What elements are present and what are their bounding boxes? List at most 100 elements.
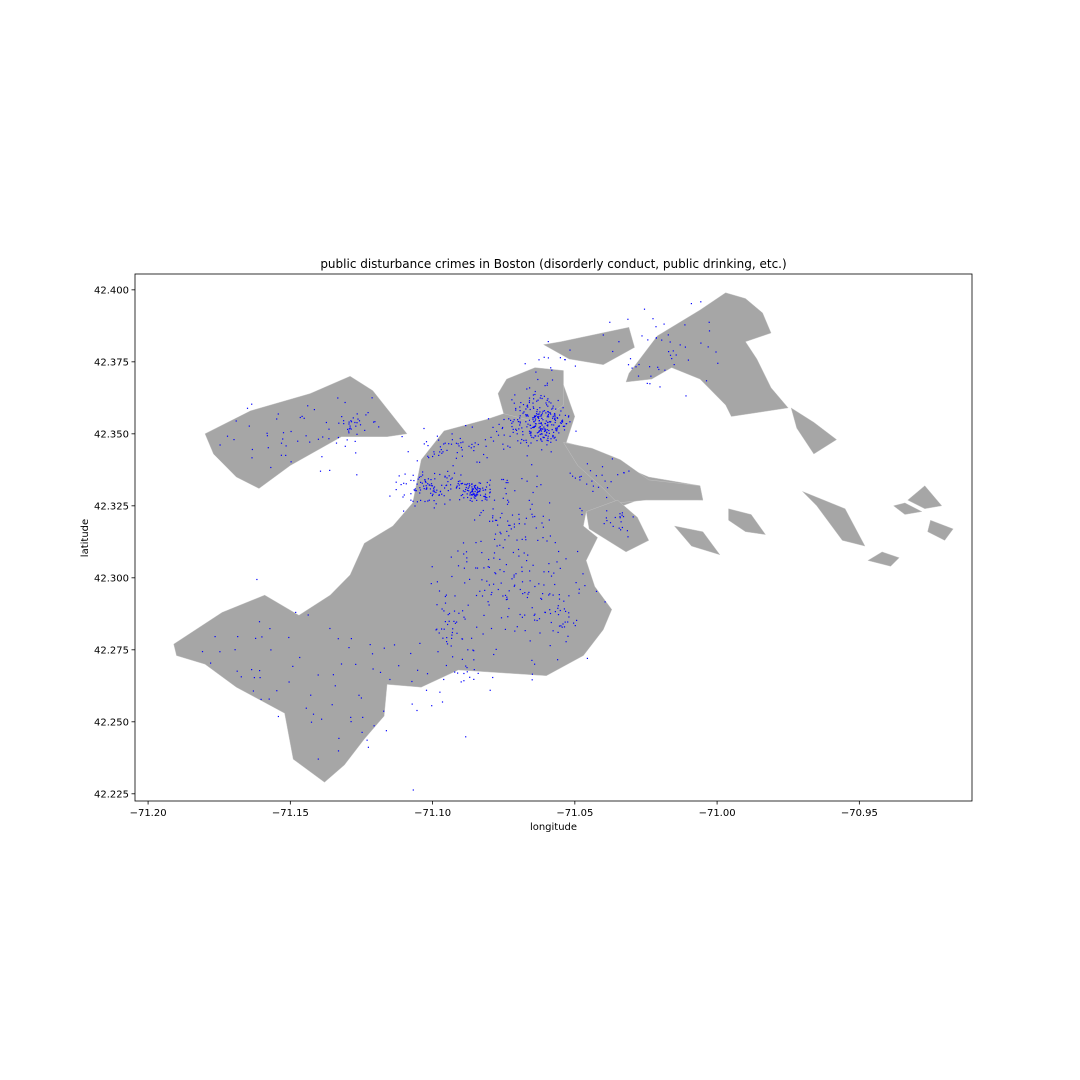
crime-point [465,551,468,553]
crime-point [338,737,340,739]
crime-point [251,403,253,405]
crime-point [349,427,351,429]
crime-point [419,642,421,644]
crime-point [442,637,444,639]
crime-point [431,495,433,497]
crime-point [517,419,519,421]
crime-point [490,594,492,596]
crime-point [310,694,312,696]
crime-point [347,428,349,430]
crime-point [532,564,534,566]
crime-point [474,519,476,521]
crime-point [533,426,535,429]
crime-point [428,484,430,486]
crime-point [303,417,305,419]
crime-point [555,427,557,429]
crime-point [436,604,438,606]
crime-point [507,445,509,447]
crime-point [210,662,212,664]
crime-point [354,421,356,424]
crime-point [542,419,544,421]
crime-point [201,651,204,653]
crime-point [525,415,527,417]
crime-point [531,607,533,609]
crime-point [522,431,524,433]
crime-point [500,533,502,535]
crime-point [617,474,619,476]
neighborhood-polygon [790,407,837,455]
crime-point [356,433,358,435]
crime-point [550,438,552,440]
crime-point [301,415,303,417]
crime-point [528,591,530,593]
neighborhood-polygon [673,525,721,556]
crime-point [463,553,465,555]
crime-point [533,614,535,616]
crime-point [424,500,426,503]
crime-point [444,442,446,444]
crime-point [404,473,406,475]
crime-point [235,420,237,422]
crime-point [463,497,465,499]
crime-point [520,442,522,444]
crime-point [461,449,463,451]
crime-point [549,609,551,611]
neighborhood-polygon [802,491,866,547]
crime-point [367,412,369,414]
crime-point [537,413,539,415]
crime-point [518,555,520,557]
crime-point [557,631,559,633]
crime-point [479,488,482,490]
crime-point [468,483,470,485]
crime-point [430,583,432,585]
crime-point [459,480,461,482]
chart-title: public disturbance crimes in Boston (dis… [320,257,786,271]
crime-point [493,552,496,554]
crime-point [401,436,403,438]
crime-point [529,508,531,510]
crime-point [448,612,451,615]
crime-point [489,479,491,481]
crime-point [260,698,262,700]
crime-point [468,490,470,492]
crime-point [527,593,529,595]
crime-point [554,418,556,420]
crime-point [358,694,360,696]
crime-point [233,439,235,441]
crime-point [528,430,531,432]
crime-point [493,653,495,656]
crime-point [477,494,479,496]
crime-point [484,589,486,591]
crime-point [340,663,343,665]
crime-point [280,442,283,444]
crime-point [462,490,464,492]
crime-point [605,517,607,519]
crime-point [503,418,505,421]
crime-point [511,578,513,580]
crime-point [469,499,471,501]
crime-point [395,489,397,491]
crime-point [435,503,437,505]
crime-point [550,451,552,453]
crime-point [652,318,654,320]
crime-point [433,487,435,489]
crime-point [269,628,271,630]
crime-point [564,359,566,361]
crime-point [350,638,352,640]
crime-point [544,429,546,431]
crime-point [521,538,523,540]
crime-point [506,596,508,598]
crime-point [515,409,517,411]
crime-point [546,399,548,401]
crime-point [444,476,446,478]
crime-point [458,484,460,486]
crime-point [715,351,717,353]
crime-point [443,628,445,630]
crime-point [492,517,494,519]
crime-point [575,430,577,432]
crime-point [460,681,462,683]
crime-point [338,422,340,424]
crime-point [285,454,287,456]
crime-point [543,410,546,412]
